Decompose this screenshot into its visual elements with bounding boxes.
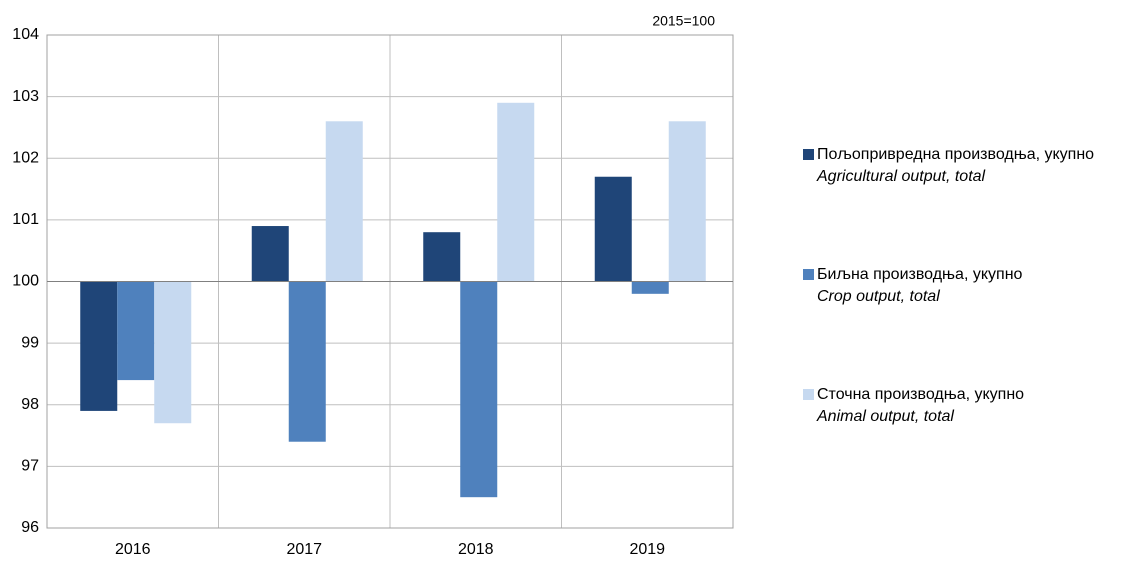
y-tick-label: 96	[21, 519, 39, 536]
legend-label-en: Animal output, total	[816, 408, 954, 425]
bar	[325, 121, 363, 282]
legend-label-en: Agricultural output, total	[816, 168, 986, 185]
x-tick-label: 2016	[115, 541, 151, 558]
y-tick-label: 104	[12, 26, 39, 43]
bar	[154, 281, 192, 424]
bar	[423, 232, 461, 282]
legend-label-en: Crop output, total	[817, 288, 940, 305]
bar	[668, 121, 706, 282]
bar	[631, 281, 669, 294]
bar	[594, 176, 632, 282]
legend-label: Биљна производња, укупно	[817, 266, 1023, 283]
legend-swatch	[803, 389, 814, 400]
legend-label: Пољопривредна производња, укупно	[817, 146, 1094, 163]
y-tick-label: 99	[21, 334, 39, 351]
legend-label: Сточна производња, укупно	[817, 386, 1024, 403]
bar	[80, 281, 118, 411]
bar	[117, 281, 155, 381]
x-tick-label: 2019	[629, 541, 665, 558]
bar	[251, 226, 289, 282]
y-tick-label: 102	[12, 149, 39, 166]
bar	[460, 281, 498, 498]
annotation: 2015=100	[652, 13, 715, 29]
legend-swatch	[803, 269, 814, 280]
y-tick-label: 103	[12, 88, 39, 105]
y-tick-label: 98	[21, 396, 39, 413]
bar	[497, 102, 535, 282]
y-tick-label: 101	[12, 211, 39, 228]
legend-swatch	[803, 149, 814, 160]
x-tick-label: 2018	[458, 541, 494, 558]
y-tick-label: 100	[12, 273, 39, 290]
x-tick-label: 2017	[286, 541, 322, 558]
y-tick-label: 97	[21, 458, 39, 475]
bar	[288, 281, 326, 442]
